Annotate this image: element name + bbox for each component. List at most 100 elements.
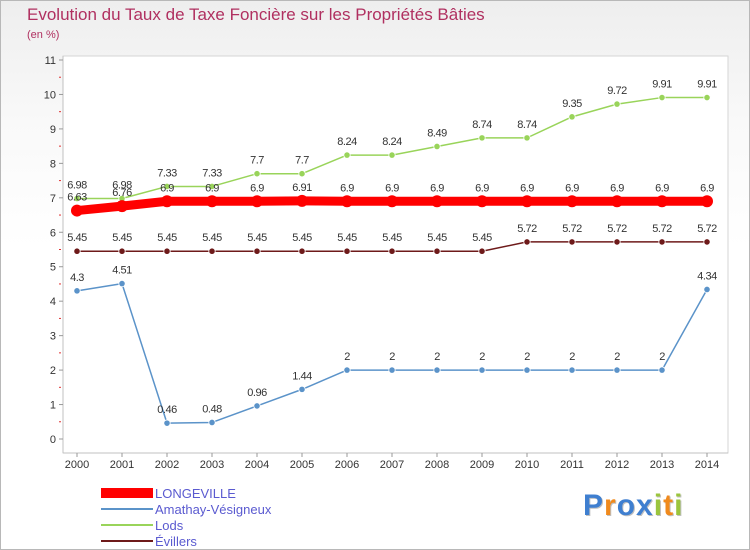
legend-swatch [101, 540, 153, 542]
data-label-longeville: 6.91 [292, 182, 312, 194]
data-point-lods [478, 134, 486, 142]
data-point-evillers [73, 247, 81, 255]
data-label-longeville: 6.9 [205, 182, 219, 194]
legend-item-lods[interactable]: Lods [101, 517, 271, 533]
legend: LONGEVILLE Amathay-Vésigneux Lods Éville… [101, 485, 271, 549]
data-point-amathay-vesigneux [298, 385, 306, 393]
x-tick-label: 2007 [380, 459, 404, 471]
data-label-evillers: 5.45 [292, 232, 312, 244]
x-tick-label: 2003 [200, 459, 224, 471]
data-point-longeville [116, 200, 128, 213]
data-point-evillers [478, 247, 486, 255]
y-tick-label: 5 [50, 262, 56, 274]
data-point-lods [298, 170, 306, 178]
legend-item-amathay-vesigneux[interactable]: Amathay-Vésigneux [101, 501, 271, 517]
data-point-longeville [251, 195, 263, 208]
data-label-evillers: 5.45 [112, 232, 132, 244]
data-label-longeville: 6.63 [67, 192, 87, 204]
data-point-evillers [118, 247, 126, 255]
data-point-amathay-vesigneux [478, 366, 486, 374]
logo-letter: t [663, 489, 675, 522]
data-point-lods [343, 151, 351, 159]
data-label-evillers: 5.72 [562, 223, 582, 235]
legend-item-evillers[interactable]: Évillers [101, 533, 271, 549]
data-label-evillers: 5.72 [517, 223, 537, 235]
data-point-longeville [656, 195, 668, 208]
data-point-evillers [388, 247, 396, 255]
data-label-longeville: 6.9 [250, 182, 264, 194]
data-label-amathay-vesigneux: 2 [614, 351, 620, 363]
data-label-longeville: 6.9 [655, 182, 669, 194]
y-tick-label: 4 [50, 296, 56, 308]
data-label-amathay-vesigneux: 4.3 [70, 272, 84, 284]
x-tick-label: 2012 [605, 459, 629, 471]
data-point-evillers [568, 238, 576, 246]
data-label-evillers: 5.45 [247, 232, 267, 244]
data-label-lods: 9.91 [697, 79, 717, 91]
data-point-lods [658, 93, 666, 102]
data-point-longeville [386, 195, 398, 208]
data-label-longeville: 6.9 [340, 182, 354, 194]
data-point-amathay-vesigneux [388, 366, 396, 374]
data-point-evillers [163, 247, 171, 255]
data-point-amathay-vesigneux [568, 366, 576, 374]
y-tick-label: 3 [50, 331, 56, 343]
data-point-longeville [476, 195, 488, 208]
y-tick-label: 0 [50, 434, 56, 446]
x-tick-label: 2010 [515, 459, 539, 471]
data-point-amathay-vesigneux [523, 366, 531, 374]
data-point-lods [73, 194, 81, 203]
data-label-lods: 9.35 [562, 98, 582, 110]
chart-subtitle: (en %) [27, 29, 60, 41]
data-label-lods: 8.49 [427, 127, 447, 139]
legend-item-longeville[interactable]: LONGEVILLE [101, 485, 271, 501]
data-point-longeville [521, 195, 533, 208]
logo-letter: i [674, 489, 684, 522]
data-point-amathay-vesigneux [73, 287, 81, 295]
data-label-lods: 7.33 [157, 167, 177, 179]
logo-letter: i [653, 489, 664, 522]
data-label-amathay-vesigneux: 2 [524, 351, 530, 363]
x-tick-label: 2013 [650, 459, 674, 471]
data-label-longeville: 6.9 [475, 182, 489, 194]
legend-label: LONGEVILLE [155, 485, 236, 501]
data-point-lods [253, 170, 261, 178]
data-label-longeville: 6.9 [700, 182, 714, 194]
data-label-lods: 7.33 [202, 167, 222, 179]
data-label-longeville: 6.76 [112, 187, 132, 199]
plot-area [62, 55, 729, 454]
data-label-evillers: 5.45 [382, 232, 402, 244]
data-point-evillers [613, 238, 621, 246]
y-tick-label: 1 [50, 400, 56, 412]
y-tick-label: 9 [50, 124, 56, 136]
data-label-longeville: 6.9 [160, 182, 174, 194]
data-label-lods: 8.74 [517, 119, 537, 131]
data-point-amathay-vesigneux [118, 280, 126, 288]
data-label-lods: 7.7 [295, 155, 309, 167]
data-point-lods [523, 134, 531, 142]
y-tick-label: 10 [44, 89, 56, 101]
x-tick-label: 2001 [110, 459, 134, 471]
data-label-evillers: 5.72 [607, 223, 627, 235]
x-tick-label: 2004 [245, 459, 269, 471]
x-tick-label: 2009 [470, 459, 494, 471]
data-label-lods: 9.72 [607, 85, 627, 97]
data-point-evillers [523, 238, 531, 246]
data-label-amathay-vesigneux: 2 [659, 351, 665, 363]
data-label-evillers: 5.45 [472, 232, 492, 244]
data-point-evillers [298, 247, 306, 255]
data-label-evillers: 5.45 [67, 232, 87, 244]
data-point-amathay-vesigneux [163, 419, 171, 427]
data-label-amathay-vesigneux: 2 [344, 351, 350, 363]
data-point-evillers [658, 238, 666, 246]
data-label-evillers: 5.45 [337, 232, 357, 244]
data-point-evillers [703, 238, 711, 246]
data-label-evillers: 5.45 [427, 232, 447, 244]
logo-letter: P [583, 489, 605, 522]
x-tick-label: 2002 [155, 459, 179, 471]
data-label-lods: 6.98 [112, 180, 132, 192]
proxiti-logo: Proxiti [583, 489, 683, 523]
data-label-longeville: 6.9 [565, 182, 579, 194]
data-label-lods: 9.91 [652, 79, 672, 91]
